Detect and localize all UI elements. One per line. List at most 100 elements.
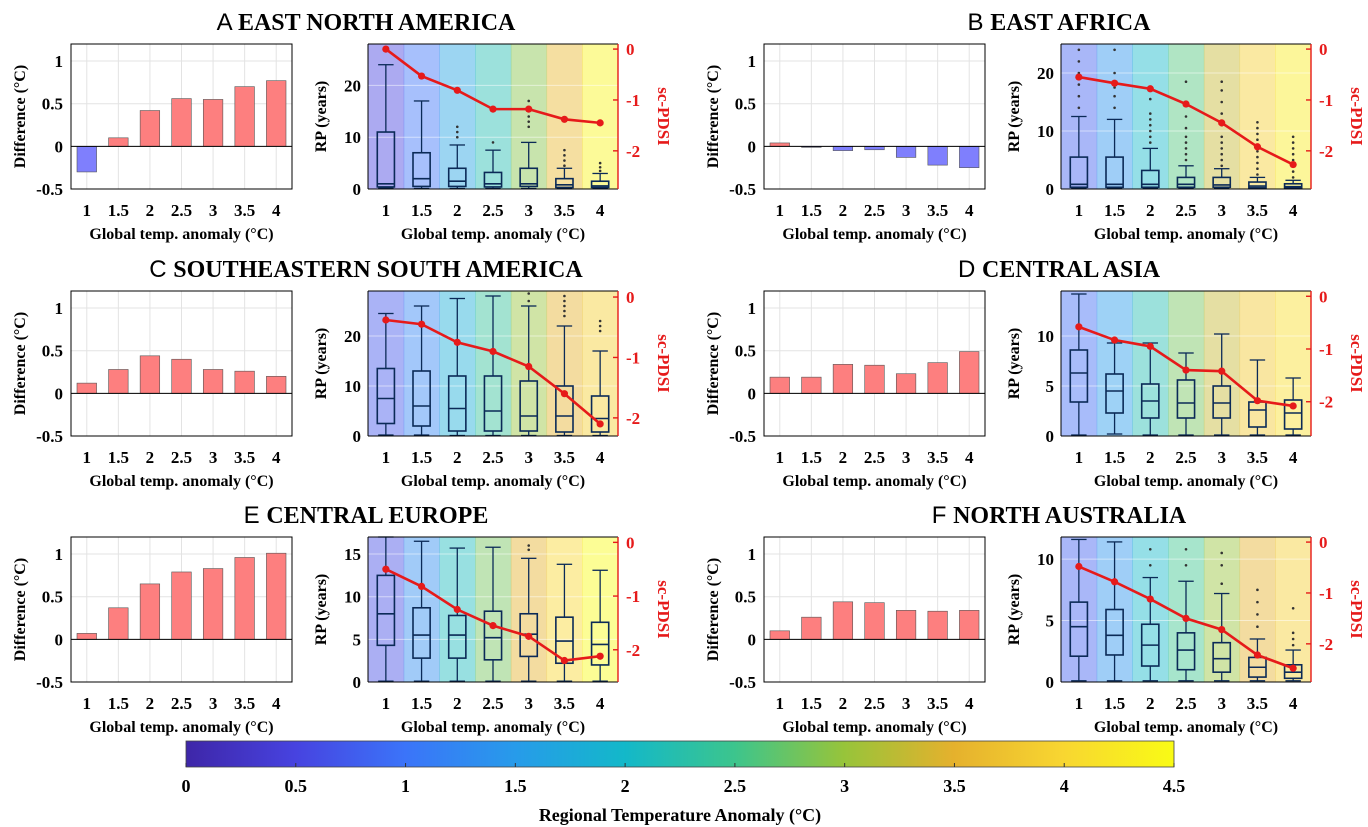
difference-bar	[234, 370, 255, 394]
pdsi-marker	[489, 105, 497, 113]
outlier-point	[1148, 141, 1152, 144]
colorbar-tick-label: 2.5	[724, 776, 747, 796]
box-whisker	[590, 569, 610, 682]
difference-bar	[171, 571, 192, 640]
y-tick-label: 0	[748, 384, 757, 403]
outlier-point	[1220, 141, 1224, 144]
x-axis-label: Global temp. anomaly (°C)	[782, 473, 966, 490]
pdsi-tick-label: -1	[1319, 584, 1333, 603]
panel-d: D CENTRAL ASIA -0.5 0 0.5 1 1 1.5 2 2.5 3 3.5 4 Glob…	[705, 256, 1366, 490]
outlier-point	[1256, 600, 1259, 604]
outlier-point	[1291, 643, 1295, 647]
x-tick-label: 3.5	[554, 201, 575, 220]
x-axis-label: Global temp. anomaly (°C)	[1094, 226, 1278, 243]
difference-bar	[139, 110, 161, 147]
difference-bar	[266, 375, 287, 394]
y-tick-label: 0	[1046, 427, 1055, 446]
difference-bar	[202, 369, 224, 394]
x-tick-label: 4	[596, 694, 605, 713]
outlier-point	[1220, 80, 1224, 83]
box-whisker	[1212, 333, 1232, 436]
x-tick-label: 2	[146, 448, 155, 467]
outlier-point	[1256, 155, 1259, 159]
x-tick-label: 2.5	[171, 201, 192, 220]
y-tick-label: 5	[353, 630, 362, 649]
box-whisker	[1140, 97, 1160, 190]
x-tick-label: 1.5	[411, 201, 432, 220]
outlier-point	[1113, 94, 1116, 98]
difference-bar	[832, 364, 854, 394]
temperature-shading	[1096, 44, 1133, 189]
outlier-point	[1077, 83, 1081, 86]
interquartile-box	[1248, 181, 1267, 189]
x-tick-label: 1.5	[1104, 201, 1125, 220]
outlier-point	[1148, 123, 1152, 127]
axes-frame	[70, 536, 293, 683]
return-period-boxplot: 0 5 10 -2 -1 0 1 1.5 2 2.5 3 3.5 4 Global temp. anoma…	[1006, 533, 1366, 736]
x-tick-label: 2.5	[482, 694, 503, 713]
y-tick-label: 0.5	[735, 588, 756, 607]
outlier-point	[1256, 138, 1259, 141]
outlier-point	[1291, 631, 1295, 635]
outlier-point	[1077, 48, 1081, 52]
interquartile-box	[1140, 169, 1160, 189]
colorbar-tick-label: 0.5	[285, 776, 308, 796]
difference-bar	[801, 616, 822, 640]
colorbar-tick-label: 3.5	[943, 776, 966, 796]
outlier-point	[1256, 161, 1259, 165]
x-tick-label: 1.5	[1104, 694, 1125, 713]
difference-bar	[927, 146, 948, 166]
interquartile-box	[412, 370, 431, 427]
y-axis-label: Difference (°C)	[12, 65, 29, 168]
y-axis-label: RP (years)	[313, 81, 330, 153]
x-tick-label: 3.5	[927, 694, 948, 713]
outlier-point	[1184, 563, 1188, 567]
panel-region-name: EAST NORTH AMERICA	[238, 10, 516, 36]
x-axis-label: Global temp. anomaly (°C)	[401, 473, 585, 490]
x-tick-label: 2.5	[1175, 201, 1196, 220]
outlier-point	[1220, 89, 1224, 92]
y-tick-label: 0.5	[42, 95, 63, 114]
x-tick-label: 4	[272, 448, 281, 467]
interquartile-box	[1105, 608, 1124, 656]
pdsi-tick-label: 0	[626, 40, 635, 59]
difference-bar	[171, 98, 192, 147]
outlier-point	[527, 99, 531, 103]
pdsi-tick-label: 0	[1319, 40, 1328, 59]
difference-bar	[927, 610, 948, 640]
pdsi-marker	[1110, 578, 1119, 586]
difference-bar	[959, 351, 980, 394]
interquartile-box	[519, 167, 539, 188]
x-tick-label: 4	[965, 694, 974, 713]
difference-bar	[895, 373, 917, 394]
y-axis-label: RP (years)	[313, 328, 330, 400]
pdsi-marker	[1289, 402, 1297, 410]
y-tick-label: 0	[1046, 673, 1055, 692]
pdsi-marker	[1218, 119, 1226, 127]
x-tick-label: 1	[776, 201, 785, 220]
colorbar-label: Regional Temperature Anomaly (°C)	[539, 805, 821, 826]
interquartile-box	[376, 574, 396, 647]
x-tick-label: 2	[839, 448, 848, 467]
difference-bar	[139, 583, 161, 640]
y-axis-label: RP (years)	[1006, 81, 1023, 153]
interquartile-box	[412, 606, 431, 659]
x-tick-label: 1	[382, 448, 391, 467]
x-tick-label: 3.5	[234, 694, 255, 713]
y-axis-label: RP (years)	[313, 574, 330, 646]
outlier-point	[1220, 551, 1224, 555]
difference-bar	[927, 362, 948, 394]
interquartile-box	[1069, 349, 1089, 403]
y-tick-label: 0.5	[735, 342, 756, 361]
x-tick-label: 3	[209, 201, 218, 220]
x-tick-label: 1	[1075, 201, 1084, 220]
pdsi-axis-label: sc-PDSI	[1347, 580, 1366, 639]
difference-bar	[832, 601, 854, 640]
axes-frame	[70, 43, 293, 190]
panel-f: F NORTH AUSTRALIA-0.500.511 1.5 2 2.5 3 3.5 4G…	[705, 502, 1366, 736]
y-tick-label: 1	[748, 52, 757, 71]
pdsi-tick-label: -1	[1319, 340, 1333, 359]
x-axis-label: Global temp. anomaly (°C)	[89, 473, 273, 490]
outlier-point	[1220, 158, 1224, 162]
y-tick-label: 0	[1046, 180, 1055, 199]
